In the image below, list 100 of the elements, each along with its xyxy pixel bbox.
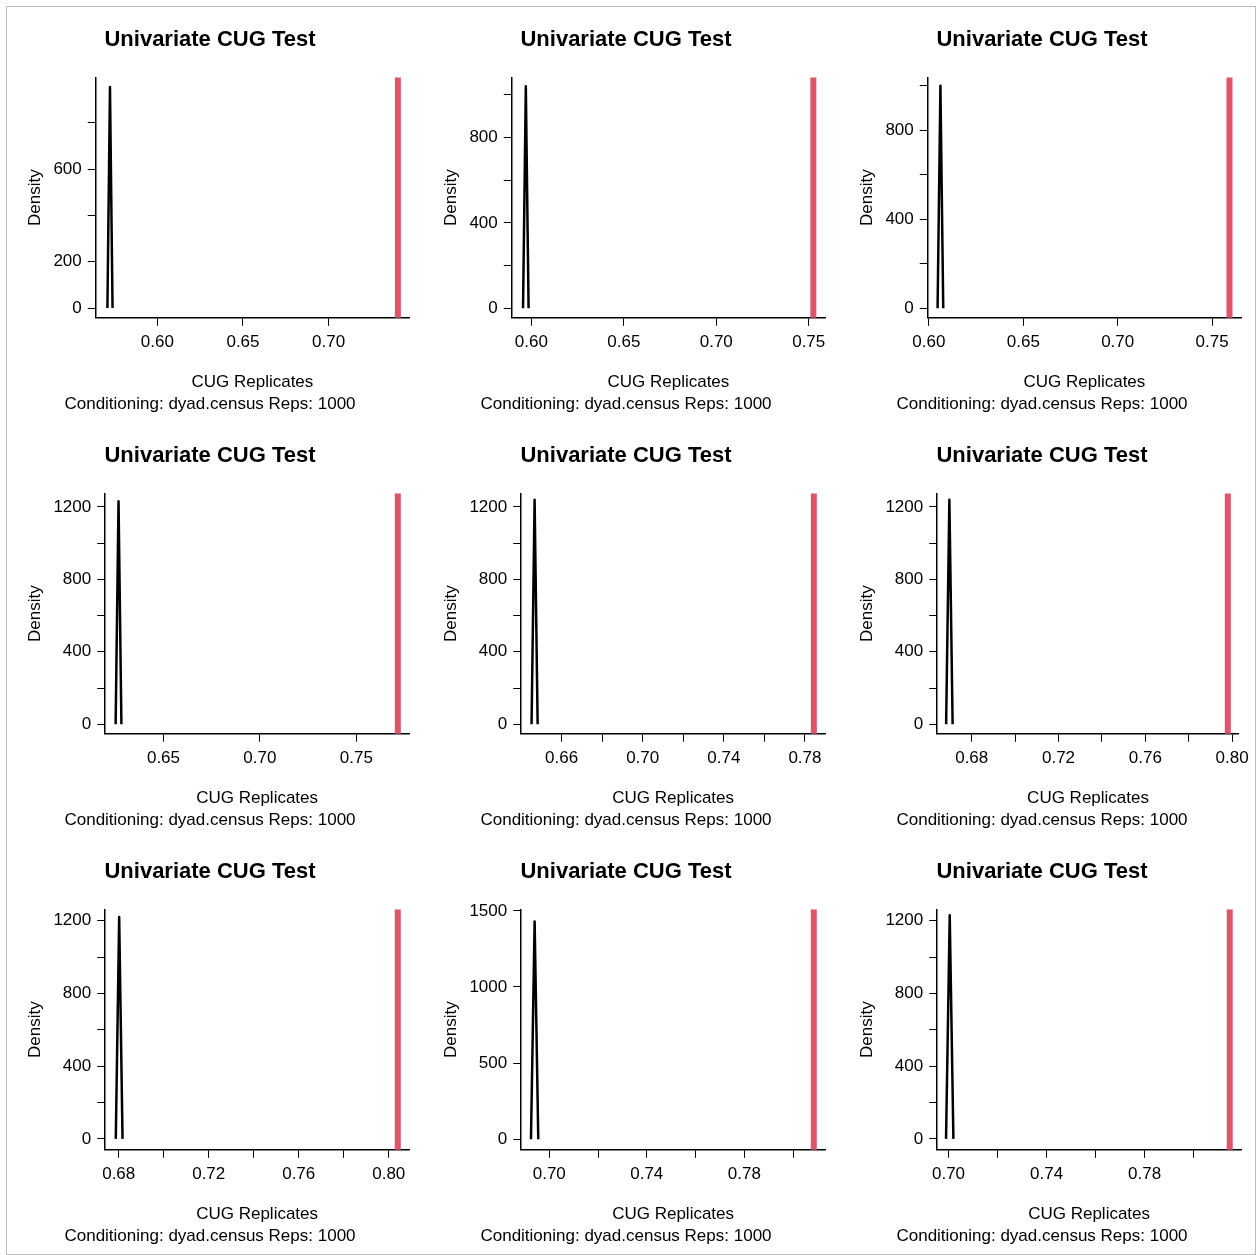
x-tick-label: 0.70 [532, 1163, 566, 1183]
x-tick-label: 0.65 [607, 331, 641, 351]
y-tick-label: 400 [894, 641, 924, 661]
x-tick-label: 0.65 [146, 747, 181, 767]
y-tick-label: 0 [72, 297, 82, 317]
y-tick-label: 800 [62, 569, 92, 589]
y-tick-label: 0 [81, 713, 92, 733]
y-axis-title: Density [24, 1000, 44, 1058]
x-tick-label: 0.76 [1128, 747, 1162, 767]
text: Conditioning: dyad.census Reps: 1000 [480, 810, 772, 830]
y-tick-label: 1200 [885, 910, 924, 930]
y-tick-label: 400 [469, 212, 498, 232]
x-tick-label: 0.74 [1030, 1163, 1064, 1183]
x-tick-label: 0.78 [727, 1163, 761, 1183]
x-tick-label: 0.74 [630, 1163, 664, 1183]
x-tick-label: 0.74 [707, 747, 741, 767]
y-tick-label: 1200 [885, 496, 924, 516]
y-tick-label: 1200 [469, 496, 508, 516]
y-axis-title: Density [440, 168, 460, 226]
y-tick-label: 1500 [469, 900, 508, 920]
y-axis-title: Density [856, 584, 876, 642]
text: Conditioning: dyad.census Reps: 1000 [480, 1226, 772, 1246]
x-tick-label: 0.60 [912, 331, 946, 351]
y-tick-label: 400 [885, 208, 914, 228]
y-axis-title: Density [24, 584, 44, 642]
y-tick-label: 0 [904, 297, 914, 317]
text: Conditioning: dyad.census Reps: 1000 [64, 810, 356, 830]
x-tick-label: 0.60 [140, 331, 174, 351]
y-tick-label: 0 [497, 1128, 508, 1148]
y-tick-label: 1000 [469, 976, 508, 996]
x-axis-title: CUG Replicates [1023, 372, 1146, 392]
y-tick-label: 1200 [53, 496, 92, 516]
chart-title: Univariate CUG Test [936, 858, 1149, 884]
y-tick-label: 0 [488, 297, 498, 317]
x-axis-title: CUG Replicates [196, 788, 319, 808]
y-tick-label: 400 [894, 1055, 924, 1075]
x-axis-title: CUG Replicates [612, 1204, 735, 1224]
chart-title: Univariate CUG Test [520, 26, 733, 52]
x-tick-label: 0.70 [243, 747, 277, 767]
y-tick-label: 800 [478, 569, 508, 589]
y-axis-title: Density [856, 1000, 876, 1058]
x-axis-title: CUG Replicates [191, 372, 314, 392]
y-tick-label: 600 [53, 158, 82, 178]
chart-title: Univariate CUG Test [104, 442, 317, 468]
y-tick-label: 0 [497, 713, 508, 733]
y-tick-label: 0 [81, 1128, 92, 1148]
x-tick-label: 0.65 [226, 331, 260, 351]
x-tick-label: 0.70 [931, 1163, 966, 1183]
x-axis-title: CUG Replicates [1028, 1204, 1151, 1224]
y-tick-label: 200 [53, 251, 82, 271]
y-axis-title: Density [440, 1000, 460, 1058]
y-tick-label: 800 [894, 983, 924, 1003]
text: Conditioning: dyad.census Reps: 1000 [896, 810, 1188, 830]
chart-title: Univariate CUG Test [104, 26, 317, 52]
y-axis-title: Density [856, 168, 876, 226]
y-tick-label: 0 [913, 1128, 924, 1148]
y-axis-title: Density [440, 584, 460, 642]
x-tick-label: 0.72 [192, 1163, 226, 1183]
y-tick-label: 800 [469, 127, 498, 147]
y-tick-label: 400 [62, 1055, 92, 1075]
x-tick-label: 0.70 [626, 747, 660, 767]
x-tick-label: 0.70 [312, 331, 346, 351]
x-tick-label: 0.60 [514, 331, 548, 351]
text: Conditioning: dyad.census Reps: 1000 [896, 394, 1188, 414]
chart-title: Univariate CUG Test [936, 442, 1149, 468]
x-tick-label: 0.80 [1215, 747, 1249, 767]
x-tick-label: 0.72 [1041, 747, 1076, 767]
x-tick-label: 0.65 [1006, 331, 1040, 351]
x-tick-label: 0.66 [545, 747, 579, 767]
x-axis-title: CUG Replicates [612, 788, 735, 808]
x-tick-label: 0.75 [792, 331, 826, 351]
y-axis-title: Density [24, 168, 44, 226]
chart-title: Univariate CUG Test [936, 26, 1149, 52]
x-tick-label: 0.78 [1128, 1163, 1162, 1183]
x-tick-label: 0.68 [955, 747, 989, 767]
text: Conditioning: dyad.census Reps: 1000 [64, 394, 356, 414]
y-tick-label: 500 [478, 1052, 508, 1072]
x-tick-label: 0.70 [699, 331, 733, 351]
x-axis-title: CUG Replicates [1027, 788, 1149, 808]
x-tick-label: 0.78 [788, 747, 822, 767]
text: Conditioning: dyad.census Reps: 1000 [896, 1226, 1188, 1246]
chart-title: Univariate CUG Test [104, 858, 317, 884]
x-tick-label: 0.70 [1101, 331, 1135, 351]
y-tick-label: 1200 [53, 910, 92, 930]
y-tick-label: 800 [894, 569, 924, 589]
x-tick-label: 0.76 [282, 1163, 316, 1183]
x-tick-label: 0.68 [102, 1163, 136, 1183]
x-tick-label: 0.75 [339, 747, 373, 767]
y-tick-label: 800 [62, 983, 92, 1003]
y-tick-label: 400 [478, 641, 508, 661]
y-tick-label: 400 [62, 641, 92, 661]
x-tick-label: 0.75 [1195, 331, 1229, 351]
text: Conditioning: dyad.census Reps: 1000 [480, 394, 772, 414]
y-tick-label: 800 [885, 120, 914, 140]
x-axis-title: CUG Replicates [607, 372, 730, 392]
x-axis-title: CUG Replicates [196, 1204, 319, 1224]
x-tick-label: 0.80 [372, 1163, 406, 1183]
y-tick-label: 0 [913, 713, 924, 733]
chart-title: Univariate CUG Test [520, 442, 733, 468]
chart-title: Univariate CUG Test [520, 858, 733, 884]
